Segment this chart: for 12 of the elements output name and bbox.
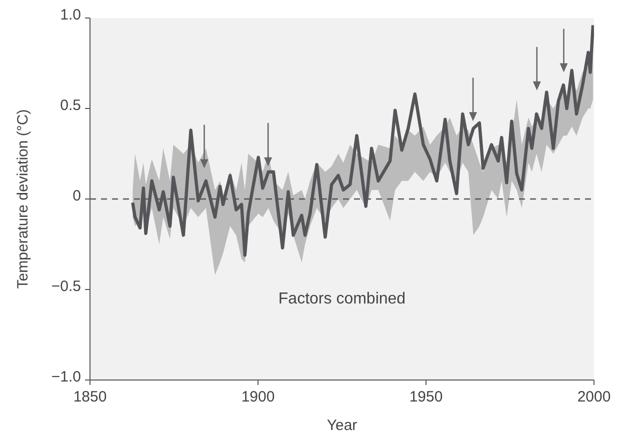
y-tick-label: 1.0: [60, 6, 81, 24]
x-tick-label: 1900: [241, 388, 275, 406]
y-tick-label: −0.5: [51, 278, 81, 295]
y-tick-label: 0: [72, 187, 81, 204]
x-tick-label: 1950: [409, 388, 443, 406]
y-tick-label: 0.5: [60, 96, 81, 114]
y-axis-title: Temperature deviation (°C): [14, 109, 32, 289]
x-tick-label: 1850: [73, 388, 107, 406]
annotation: Factors combined: [278, 290, 406, 308]
x-tick-label: 2000: [577, 388, 611, 406]
x-axis-title: Year: [326, 417, 358, 434]
y-tick-label: −1.0: [51, 368, 81, 386]
